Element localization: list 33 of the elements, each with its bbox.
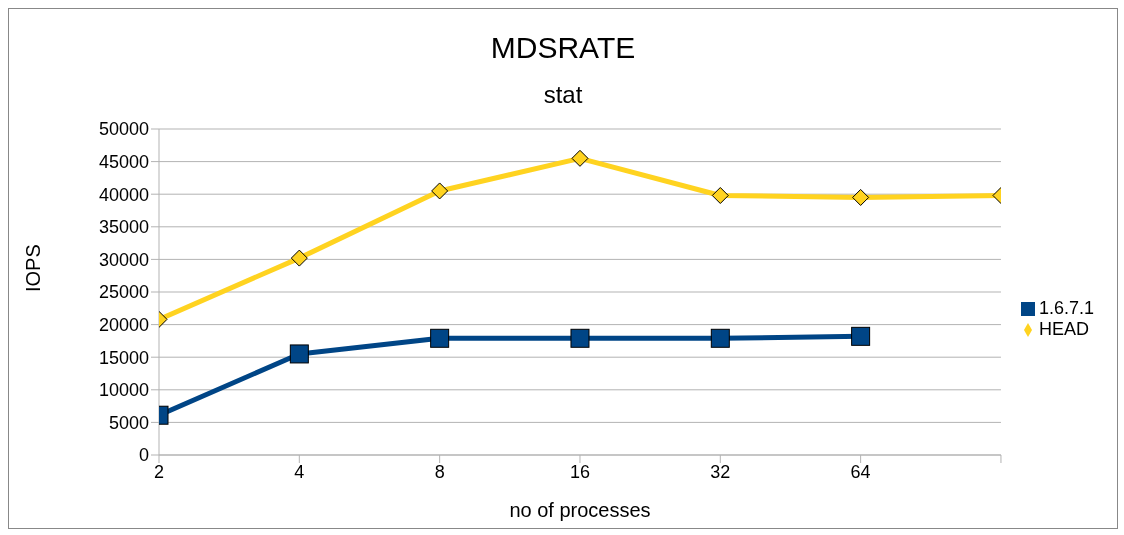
point	[570, 328, 590, 348]
y-tick-label: 20000	[98, 314, 149, 335]
point	[852, 188, 870, 206]
y-tick-label: 5000	[108, 412, 149, 433]
x-tick-label: 32	[710, 461, 731, 482]
y-tick-label: 0	[138, 445, 149, 466]
point	[711, 187, 729, 204]
y-axis-title: IOPS	[22, 244, 45, 292]
point	[710, 328, 730, 348]
legend-label: 1.6.7.1	[1038, 298, 1094, 318]
x-tick-label: 8	[434, 461, 445, 482]
x-axis-title: no of processes	[509, 499, 651, 521]
point	[431, 182, 449, 200]
legend-label: HEAD	[1038, 319, 1089, 339]
point	[430, 328, 450, 348]
x-tick-label: 64	[850, 461, 871, 482]
y-tick-label: 15000	[98, 347, 149, 368]
x-tick-label: 2	[153, 461, 165, 482]
x-tick-label: 16	[569, 461, 590, 482]
y-tick-label: 35000	[98, 217, 149, 238]
x-tick-label: 4	[294, 461, 305, 482]
chart-subtitle: stat	[542, 81, 584, 109]
point	[851, 326, 871, 346]
y-tick-label: 10000	[98, 380, 149, 401]
point	[289, 344, 309, 364]
point	[290, 249, 308, 267]
point	[571, 149, 589, 167]
y-tick-label: 25000	[98, 282, 149, 303]
chart-title: MDSRATE	[489, 31, 637, 65]
y-tick-label: 40000	[98, 184, 149, 205]
y-tick-label: 50000	[98, 119, 149, 140]
y-tick-label: 30000	[98, 249, 149, 270]
y-tick-label: 45000	[98, 151, 149, 172]
